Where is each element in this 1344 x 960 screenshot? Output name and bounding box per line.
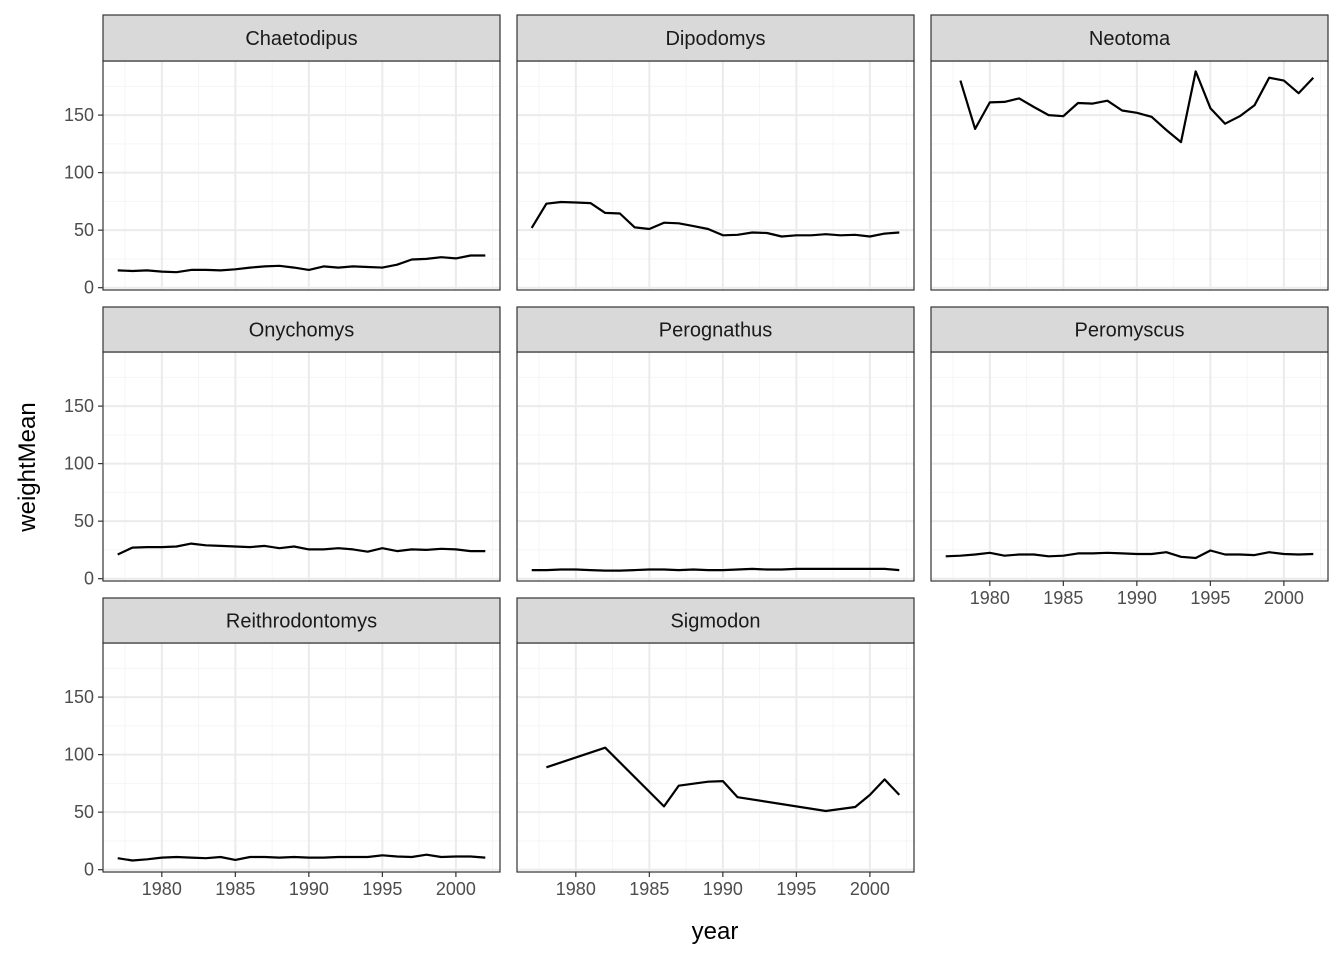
x-tick-label: 1985 [1043,588,1083,608]
strip-background [930,306,1329,353]
x-tick-label: 1990 [1117,588,1157,608]
facet-panel-sigmodon: Sigmodon 1980 1985 1990 1995 2000 [516,597,915,899]
strip-label: Onychomys [249,320,355,342]
strip-background [102,14,501,62]
strip-label: Sigmodon [670,611,760,633]
strip-label: Chaetodipus [245,28,357,50]
strip-label: Dipodomys [665,28,765,50]
facet-panel-chaetodipus: Chaetodipus 0 50 100 150 [64,14,501,298]
panel-background [103,61,500,290]
facet-panel-onychomys: Onychomys 0 50 100 150 [64,306,501,589]
strip-background [516,14,915,62]
x-axis-title: year [692,918,739,945]
x-tick-label: 1995 [776,879,816,899]
panel-background [103,352,500,581]
strip-background [930,14,1329,62]
x-tick-label: 1995 [1190,588,1230,608]
y-tick-label: 150 [64,105,94,125]
panel-background [517,352,914,581]
series-line-perognathus [531,567,900,572]
series-line-onychomys [117,542,486,556]
series-line-neotoma [959,70,1315,144]
facet-panel-dipodomys: Dipodomys [516,14,915,291]
x-tick-label: 1985 [215,879,255,899]
x-tick-label: 1980 [970,588,1010,608]
series-line-sigmodon [546,746,901,813]
panels-layer: Chaetodipus 0 50 100 150 Dipodomys Neotoma Onyc… [64,14,1329,899]
strip-label: Neotoma [1089,28,1171,50]
strip-background [102,597,501,644]
y-tick-label: 50 [74,511,94,531]
y-tick-label: 50 [74,220,94,240]
series-line-dipodomys [530,200,900,238]
x-tick-label: 2000 [1264,588,1304,608]
x-tick-label: 1990 [703,879,743,899]
x-tick-label: 1995 [362,879,402,899]
x-tick-label: 1980 [556,879,596,899]
series-line-peromyscus [945,549,1314,560]
strip-background [516,306,915,353]
facet-panel-neotoma: Neotoma [930,14,1329,291]
y-tick-label: 0 [84,569,94,589]
y-tick-label: 0 [84,278,94,298]
panel-background [103,643,500,872]
y-tick-label: 150 [64,396,94,416]
strip-label: Reithrodontomys [226,611,377,633]
x-tick-label: 2000 [850,879,890,899]
facet-panel-peromyscus: Peromyscus 1980 1985 1990 1995 2000 [930,306,1329,608]
strip-background [516,597,915,644]
y-tick-label: 100 [64,745,94,765]
series-line-chaetodipus [117,254,486,274]
panel-background [517,61,914,290]
x-tick-label: 1985 [629,879,669,899]
y-tick-label: 150 [64,687,94,707]
y-tick-label: 100 [64,163,94,183]
y-tick-label: 0 [84,860,94,880]
x-tick-label: 2000 [436,879,476,899]
strip-label: Peromyscus [1074,320,1184,342]
panel-background [931,61,1328,290]
y-axis-title: weightMean [14,402,41,532]
strip-background [102,306,501,353]
y-tick-label: 50 [74,802,94,822]
x-tick-label: 1980 [142,879,182,899]
series-line-reithrodontomys [117,853,486,862]
panel-background [517,643,914,872]
x-tick-label: 1990 [289,879,329,899]
y-tick-label: 100 [64,454,94,474]
facet-panel-reithrodontomys: Reithrodontomys 0 50 100 150 1980 1985 1990 1995… [64,597,501,899]
strip-label: Perognathus [659,320,772,342]
facet-panel-perognathus: Perognathus [516,306,915,582]
panel-background [931,352,1328,581]
